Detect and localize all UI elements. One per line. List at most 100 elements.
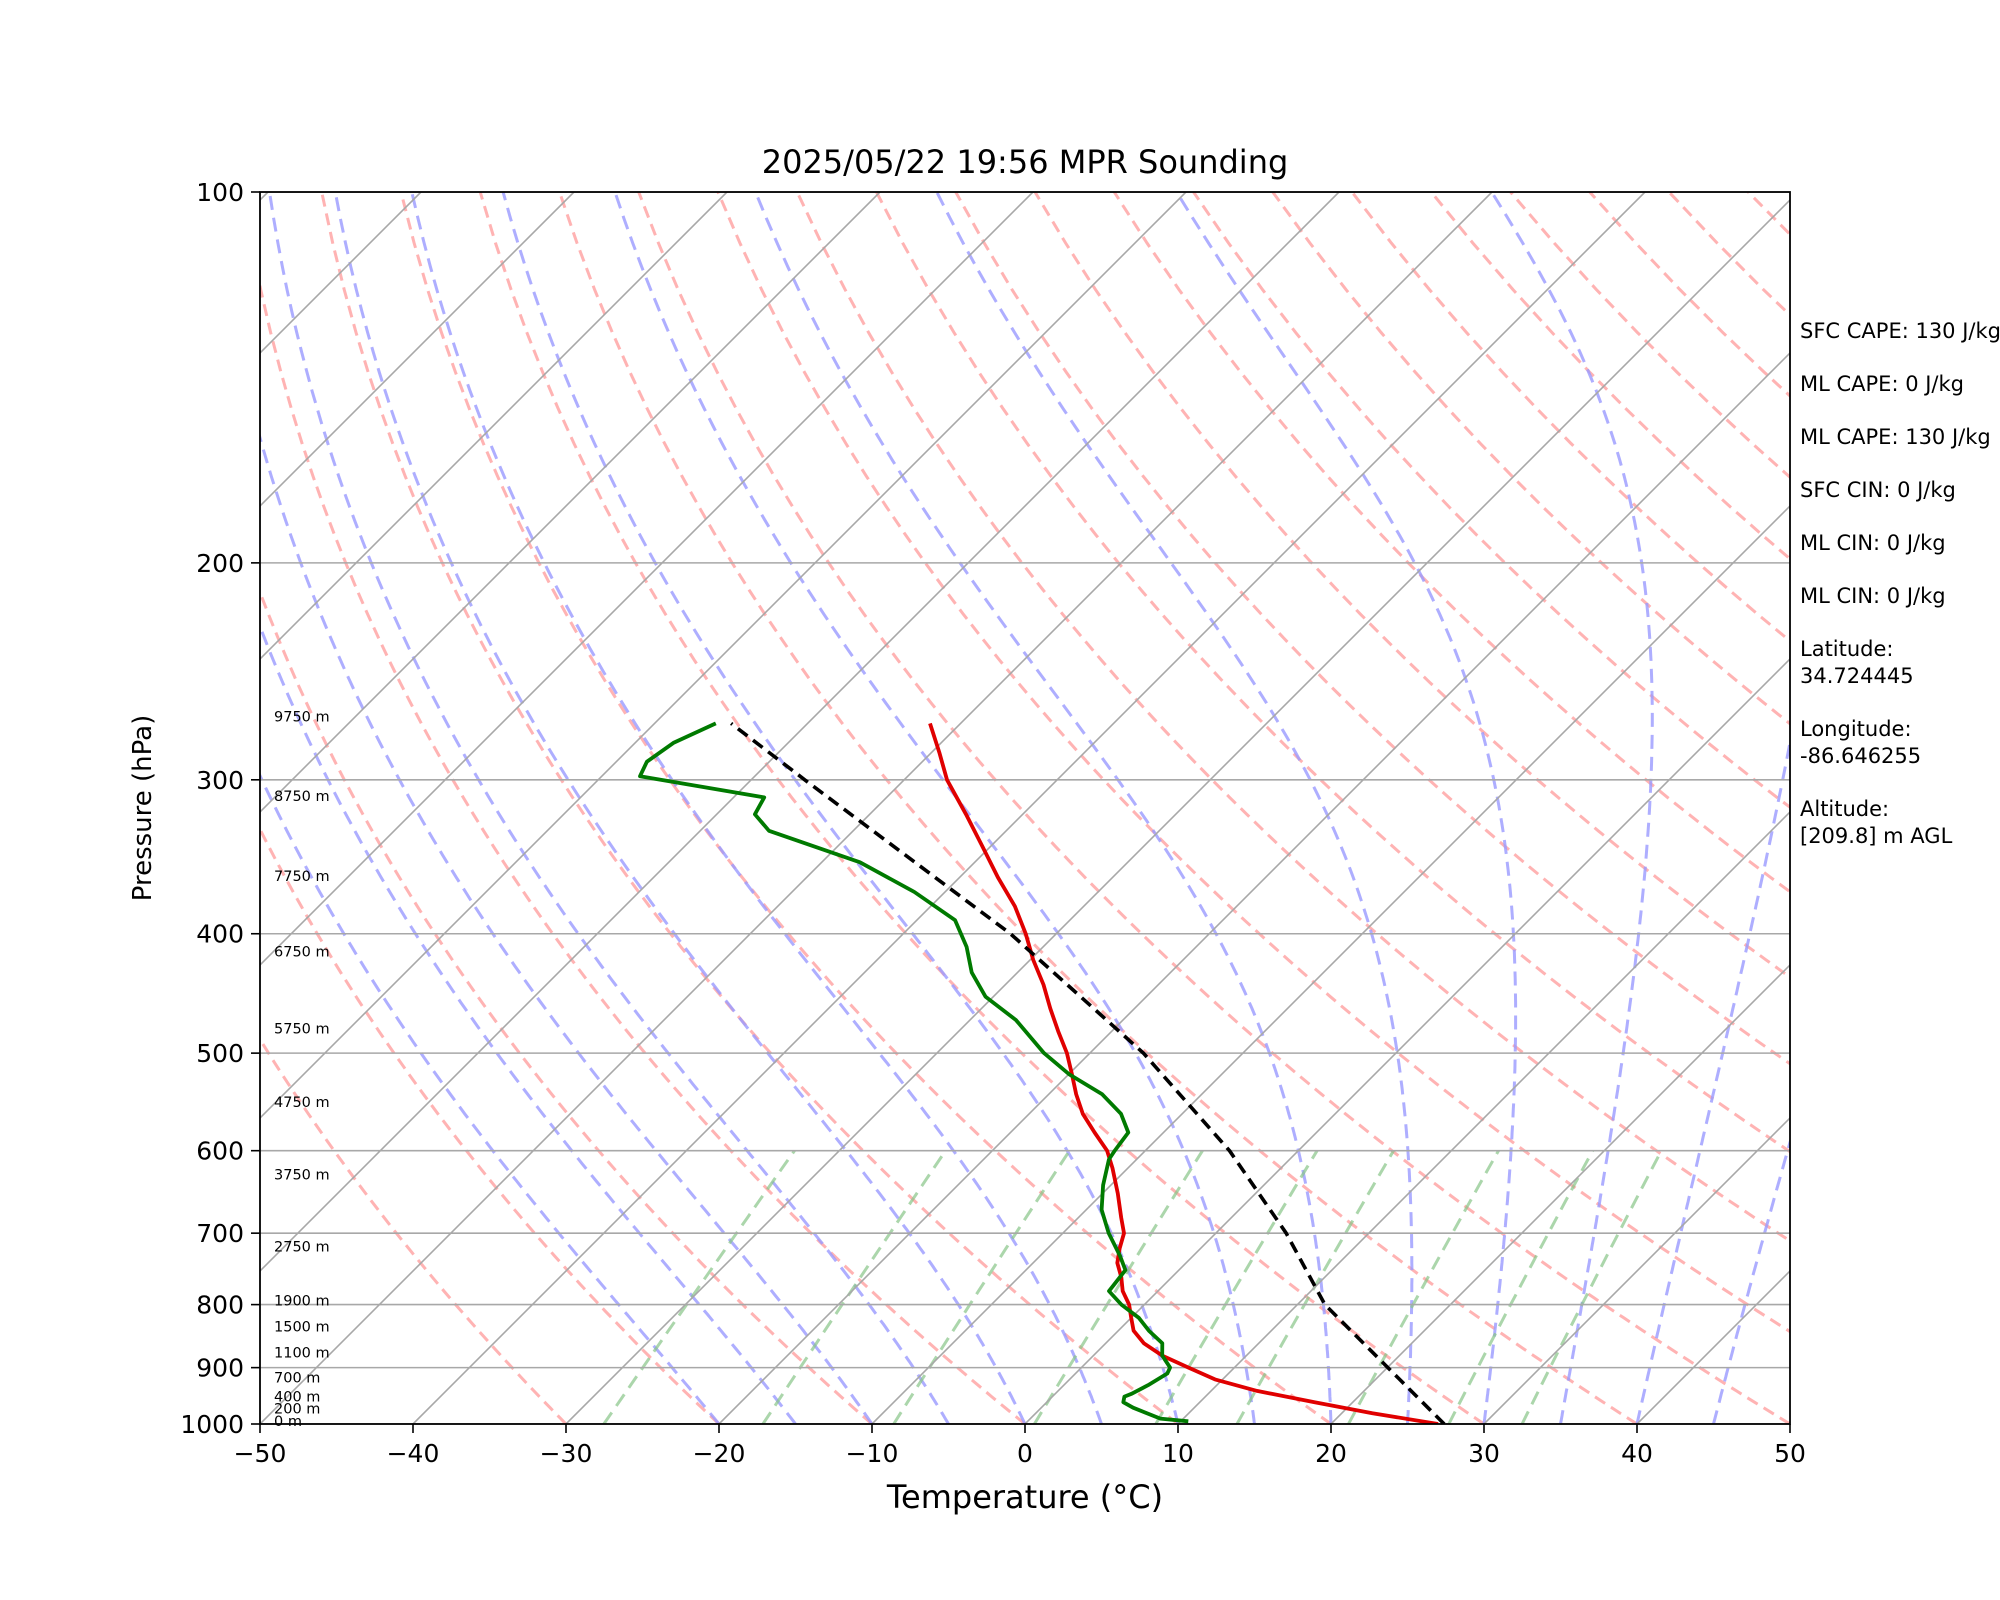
sounding-annotation: Longitude: -86.646255: [1800, 717, 1922, 768]
x-tick-label: 50: [1774, 1439, 1806, 1468]
height-label: 200 m: [274, 1402, 320, 1418]
dry-adiabat: [260, 588, 873, 1424]
y-tick-label: 100: [196, 178, 244, 207]
x-tick-label: −10: [846, 1439, 899, 1468]
height-label: 4750 m: [274, 1095, 330, 1111]
dry-adiabat: [478, 192, 1485, 1424]
mixing-ratio-line: [892, 1149, 1071, 1424]
chart-title: 2025/05/22 19:56 MPR Sounding: [761, 143, 1289, 181]
isotherm: [260, 192, 1340, 1273]
height-label: 400 m: [274, 1389, 320, 1405]
dry-adiabat: [1033, 192, 1790, 980]
dry-adiabat: [795, 192, 1790, 1243]
moist-adiabat: [1635, 734, 1790, 1424]
isotherm: [412, 192, 1646, 1424]
y-tick-label: 900: [196, 1354, 244, 1383]
dry-adiabat: [260, 826, 721, 1424]
isotherm: [0, 192, 115, 1424]
isotherm: [871, 504, 1790, 1424]
height-label: 9750 m: [274, 709, 330, 725]
moist-adiabat: [260, 622, 797, 1424]
sounding-annotation: SFC CAPE: 130 J/kg: [1800, 319, 2000, 343]
moist-adiabat: [333, 192, 1027, 1424]
x-tick-label: 10: [1162, 1439, 1194, 1468]
isotherm: [718, 351, 1790, 1424]
dry-adiabat: [954, 192, 1790, 1066]
y-tick-label: 500: [196, 1039, 244, 1068]
mixing-ratio-line: [602, 1149, 796, 1424]
dry-adiabat: [1112, 192, 1790, 894]
height-label: 3750 m: [274, 1168, 330, 1184]
x-tick-label: −30: [540, 1439, 593, 1468]
height-label: 0 m: [274, 1414, 302, 1430]
y-axis-label: Pressure (hPa): [128, 714, 158, 902]
dry-adiabat: [399, 192, 1332, 1424]
dewpoint-line: [638, 721, 1189, 1424]
sounding-annotation: ML CAPE: 130 J/kg: [1800, 425, 1991, 449]
isotherm: [565, 198, 1790, 1424]
y-tick-label: 300: [196, 766, 244, 795]
sounding-series: [638, 721, 1446, 1424]
sounding-annotation: Altitude: [209.8] m AGL: [1800, 797, 1953, 848]
moist-adiabat: [260, 772, 721, 1424]
height-label: 2750 m: [274, 1240, 330, 1256]
sounding-annotation: ML CIN: 0 J/kg: [1800, 584, 1946, 608]
moist-adiabat: [501, 192, 1180, 1424]
moist-adiabat: [1490, 192, 1654, 1424]
height-label: 1100 m: [274, 1346, 330, 1362]
dry-adiabat: [320, 192, 1179, 1424]
dry-adiabat: [260, 278, 1026, 1424]
isotherm: [260, 192, 728, 661]
isotherm: [1330, 963, 1790, 1424]
dry-adiabat: [716, 192, 1790, 1334]
x-axis-label: Temperature (°C): [886, 1478, 1164, 1516]
mixing-ratio-line: [1520, 1150, 1663, 1424]
moist-adiabat: [935, 192, 1414, 1424]
parcel-profile-line: [730, 721, 1446, 1424]
moist-adiabat: [260, 432, 874, 1424]
x-tick-label: 30: [1468, 1439, 1500, 1468]
isotherm: [260, 192, 1034, 967]
isotherm: [260, 192, 1187, 1120]
y-tick-label: 700: [196, 1219, 244, 1248]
moist-adiabat: [268, 192, 950, 1424]
y-tick-label: 800: [196, 1291, 244, 1320]
height-label: 6750 m: [274, 945, 330, 961]
sounding-annotation: ML CIN: 0 J/kg: [1800, 531, 1946, 555]
x-tick-label: −40: [387, 1439, 440, 1468]
y-tick-label: 200: [196, 549, 244, 578]
x-tick-label: 20: [1315, 1439, 1347, 1468]
plot-frame: [259, 191, 1791, 1425]
height-label: 1500 m: [274, 1319, 330, 1335]
dry-adiabat: [637, 192, 1790, 1424]
mixing-ratio-line: [1447, 1149, 1595, 1424]
height-label: 7750 m: [274, 869, 330, 885]
height-label: 700 m: [274, 1371, 320, 1387]
height-label: 5750 m: [274, 1021, 330, 1037]
x-tick-label: −50: [234, 1439, 287, 1468]
isotherm: [260, 192, 575, 508]
sounding-annotation: ML CAPE: 0 J/kg: [1800, 372, 1965, 396]
isotherm: [260, 192, 1493, 1424]
sounding-annotation: SFC CIN: 0 J/kg: [1800, 478, 1956, 502]
sounding-annotation: Latitude: 34.724445: [1800, 637, 1914, 688]
x-tick-label: 0: [1017, 1439, 1033, 1468]
y-tick-label: 1000: [180, 1410, 244, 1439]
y-tick-label: 400: [196, 920, 244, 949]
moist-adiabat: [1175, 192, 1518, 1424]
isotherm: [260, 192, 881, 814]
moist-adiabat: [410, 192, 1103, 1424]
dry-adiabat: [875, 192, 1790, 1154]
height-label: 8750 m: [274, 789, 330, 805]
x-tick-label: −20: [693, 1439, 746, 1468]
isotherm: [1483, 1116, 1790, 1424]
dry-adiabat: [558, 192, 1638, 1424]
moist-adiabat: [613, 192, 1256, 1424]
isotherm: [1177, 810, 1790, 1424]
moist-adiabat: [1712, 1136, 1790, 1424]
isotherm: [1024, 657, 1790, 1424]
y-tick-label: 600: [196, 1137, 244, 1166]
height-label: 1900 m: [274, 1293, 330, 1309]
